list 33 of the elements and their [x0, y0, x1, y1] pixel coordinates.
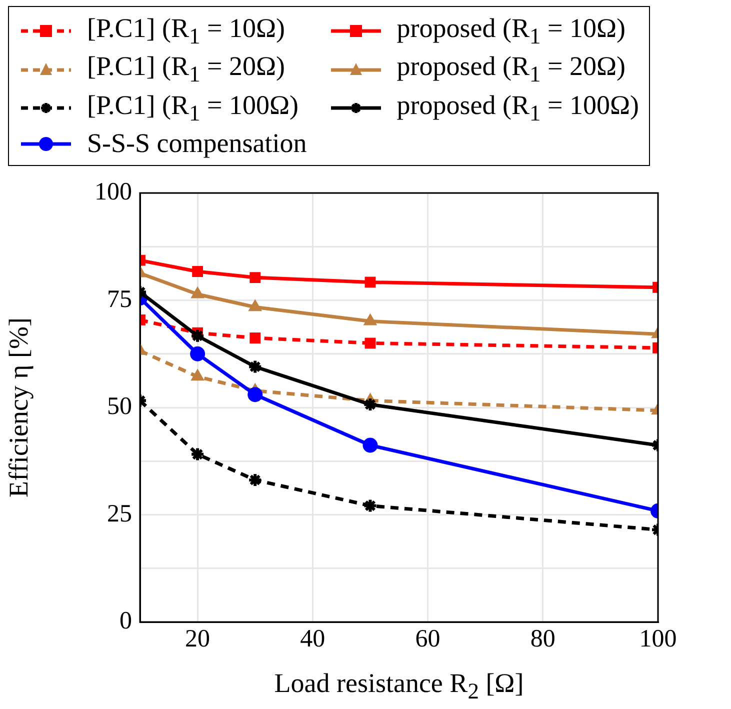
point: [364, 276, 376, 288]
point: [190, 328, 206, 344]
point: [248, 387, 263, 402]
x-tick-label: 100: [639, 626, 677, 653]
point: [248, 472, 263, 488]
x-tick-label: 60: [415, 626, 440, 653]
point: [362, 498, 378, 514]
legend-label: [P.C1] (R$_{1}$ = 10Ω): [87, 13, 286, 50]
point: [190, 346, 206, 362]
legend-label: S-S-S compensation: [87, 128, 307, 160]
x-axis-title: Load resistance R$_{2}$ [Ω]: [273, 668, 525, 704]
point: [364, 338, 376, 349]
point: [248, 359, 263, 374]
point: [362, 396, 378, 412]
y-axis-title: Efficiency η [%]: [3, 317, 34, 498]
x-tick-label: 80: [530, 626, 556, 653]
point: [192, 266, 204, 277]
x-tick-label: 40: [300, 626, 326, 653]
y-tick-label: 50: [107, 393, 132, 420]
legend-label: [P.C1] (R$_{1}$ = 20Ω): [87, 51, 286, 88]
legend-label: proposed (R$_{1}$ = 100Ω): [396, 90, 640, 126]
point: [250, 272, 261, 283]
legend-label: proposed (R$_{1}$ = 20Ω): [396, 51, 626, 88]
point: [362, 438, 378, 453]
legend-label: proposed (R$_{1}$ = 10Ω): [396, 13, 626, 50]
y-tick-label: 100: [94, 178, 132, 206]
legend-label: [P.C1] (R$_{1}$ = 100Ω): [87, 90, 299, 126]
y-tick-label: 25: [107, 500, 132, 528]
y-tick-label: 75: [107, 286, 132, 313]
point: [190, 446, 206, 462]
x-tick-label: 20: [185, 626, 210, 653]
point: [250, 332, 261, 344]
y-tick-label: 0: [120, 608, 132, 635]
